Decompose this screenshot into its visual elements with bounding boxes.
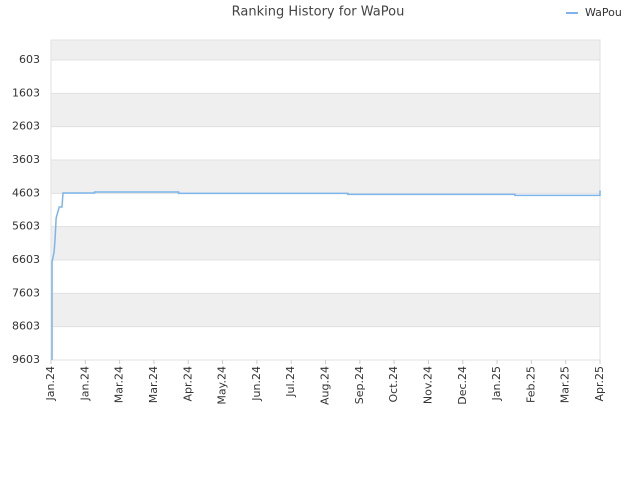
x-tick-label: Sep.24 [353,366,366,404]
x-tick-label: Jun.24 [250,366,263,402]
plot-band [51,126,600,160]
plot-band [51,40,600,60]
plot-band [51,160,600,194]
x-tick-label: Oct.24 [387,366,400,403]
plot-band [51,326,600,360]
chart-title: Ranking History for WaPou [232,5,405,20]
y-tick-label: 8603 [12,320,40,333]
x-tick-label: Mar.24 [113,366,126,403]
y-tick-label: 4603 [12,186,40,199]
plot-band [51,93,600,127]
x-tick-label: Jan.24 [78,366,91,401]
x-tick-label: Feb.25 [524,366,537,403]
x-tick-label: Aug.24 [319,366,332,405]
x-tick-label: Apr.24 [181,366,194,402]
x-tick-label: Jul.24 [284,366,297,398]
x-tick-label: Nov.24 [421,366,434,404]
x-tick-label: Jan.25 [490,366,503,401]
x-tick-label: May.24 [216,366,229,405]
x-tick-label: Apr.25 [593,366,606,402]
y-tick-label: 603 [19,53,40,66]
y-tick-label: 3603 [12,153,40,166]
y-tick-label: 1603 [12,86,40,99]
series-line [51,190,601,360]
x-tick-label: Jan.24 [44,366,57,401]
x-tick-label: Mar.25 [559,366,572,403]
y-tick-label: 5603 [12,220,40,233]
plot-band [51,60,600,94]
y-tick-label: 6603 [12,253,40,266]
x-tick-label: Mar.24 [147,366,160,403]
plot-band [51,193,600,227]
plot-band [51,293,600,327]
x-tick-label: Dec.24 [456,366,469,405]
plot-band [51,226,600,260]
plot-band [51,260,600,294]
y-tick-label: 2603 [12,120,40,133]
y-tick-label: 9603 [12,353,40,366]
legend-label: WaPou [585,6,622,19]
y-tick-label: 7603 [12,286,40,299]
